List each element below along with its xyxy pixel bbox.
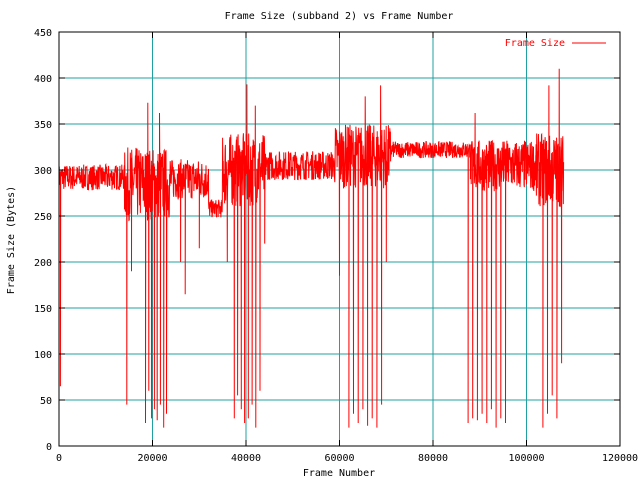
series-frame-size	[58, 68, 565, 428]
x-tick-label: 40000	[231, 453, 261, 464]
x-tick-label: 60000	[324, 453, 354, 464]
y-tick-label: 350	[34, 120, 52, 131]
x-tick-label: 20000	[137, 453, 167, 464]
chart-title: Frame Size (subband 2) vs Frame Number	[225, 11, 454, 22]
y-axis-label: Frame Size (Bytes)	[6, 186, 17, 294]
x-tick-label: 80000	[418, 453, 448, 464]
legend-label: Frame Size	[505, 38, 565, 49]
legend: Frame Size	[505, 38, 606, 49]
x-tick-label: 100000	[508, 453, 544, 464]
y-tick-label: 300	[34, 166, 52, 177]
y-tick-label: 200	[34, 258, 52, 269]
x-tick-label: 0	[56, 453, 62, 464]
x-axis-label: Frame Number	[303, 468, 375, 479]
y-tick-label: 100	[34, 350, 52, 361]
y-tick-label: 250	[34, 212, 52, 223]
axis-ticks: 0 20000 40000 60000 80000 100000 120000 0 50 100 1…	[34, 28, 638, 464]
y-tick-label: 0	[46, 442, 52, 453]
series-line	[58, 68, 565, 428]
y-tick-label: 400	[34, 74, 52, 85]
x-tick-label: 120000	[602, 453, 638, 464]
y-tick-label: 150	[34, 304, 52, 315]
y-tick-label: 50	[40, 396, 52, 407]
y-tick-label: 450	[34, 28, 52, 39]
